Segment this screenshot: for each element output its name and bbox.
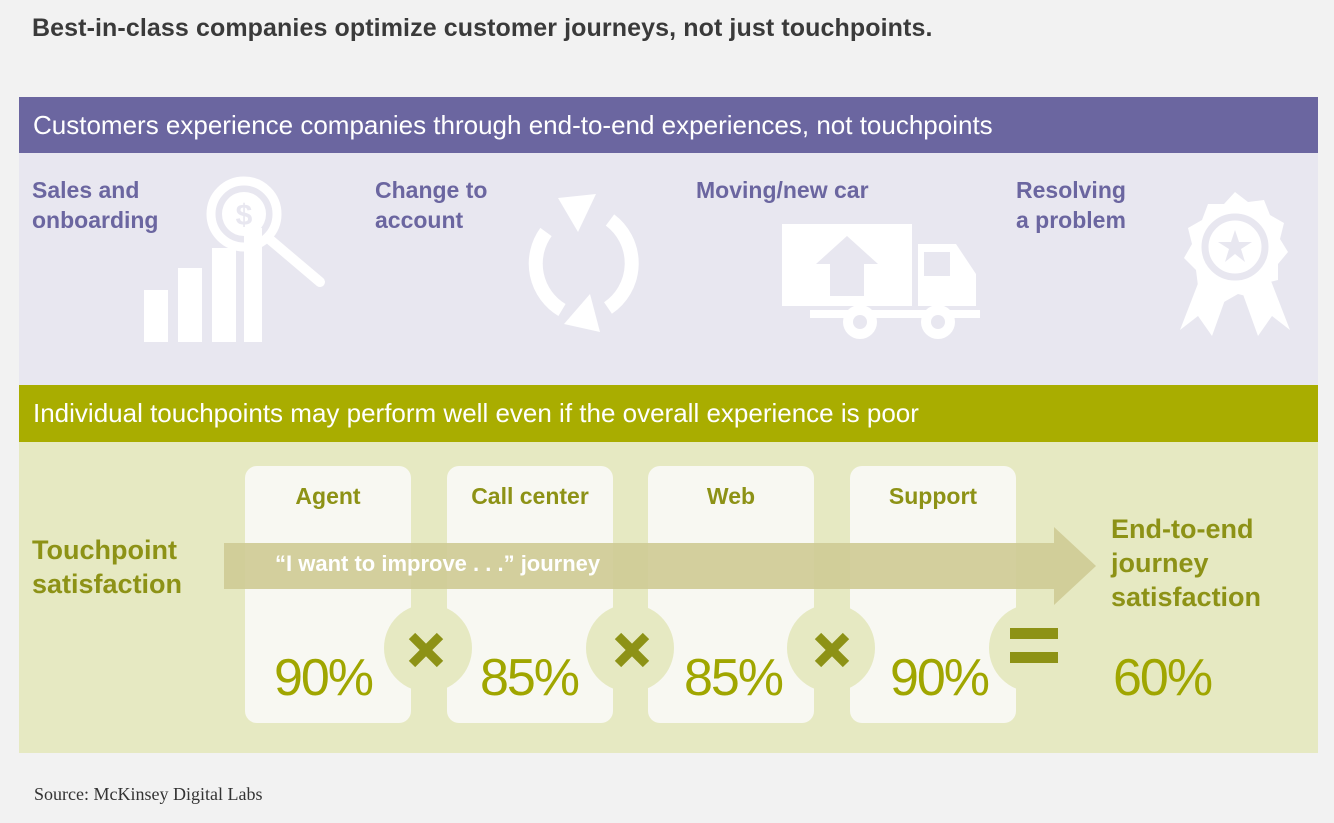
journey-moving-new-car: Moving/new car: [696, 175, 869, 205]
card-value: 85%: [479, 649, 580, 707]
touchpoint-card-support: [850, 466, 1016, 723]
journeys-header: Customers experience companies through e…: [19, 97, 1318, 153]
journey-label-line: account: [375, 207, 464, 233]
touchpoint-card-call-center: [447, 466, 613, 723]
multiply-icon: [408, 632, 444, 668]
journey-label-line: onboarding: [32, 207, 159, 233]
card-title: Call center: [471, 483, 589, 509]
journey-arrow: [224, 527, 1096, 605]
journey-label-line: a problem: [1016, 207, 1126, 233]
card-value: 85%: [683, 649, 784, 707]
page-title: Best-in-class companies optimize custome…: [32, 14, 933, 42]
journey-sales-onboarding: Sales and onboarding: [32, 175, 158, 235]
svg-text:$: $: [236, 199, 253, 232]
sales-chart-magnifier-icon: $: [144, 176, 325, 342]
moving-truck-icon: [782, 224, 980, 339]
multiply-icon: [814, 632, 850, 668]
award-ribbon-icon: [1180, 192, 1290, 336]
journey-arrow-label: “I want to improve . . .” journey: [275, 551, 601, 576]
equals-icon: [1010, 628, 1058, 663]
card-value: 90%: [273, 649, 374, 707]
label-line: journey: [1111, 548, 1209, 578]
end-to-end-satisfaction-value: 60%: [1113, 649, 1213, 707]
equals-circle: [989, 604, 1077, 692]
journey-label-line: Moving/new car: [696, 177, 869, 203]
multiply-icon: [614, 632, 650, 668]
label-line: satisfaction: [32, 569, 183, 599]
journey-label-line: Change to: [375, 177, 488, 203]
card-title: Web: [706, 483, 756, 509]
label-line: End-to-end: [1111, 514, 1254, 544]
label-line: Touchpoint: [32, 535, 177, 565]
card-value: 90%: [889, 649, 990, 707]
label-line: satisfaction: [1111, 582, 1262, 612]
card-title: Agent: [295, 483, 361, 509]
touchpoint-satisfaction-label: Touchpoint satisfaction: [32, 533, 182, 601]
end-to-end-satisfaction-label: End-to-end journey satisfaction: [1111, 512, 1261, 614]
journey-label-line: Resolving: [1016, 177, 1126, 203]
touchpoints-header: Individual touchpoints may perform well …: [19, 385, 1318, 442]
source-note: Source: McKinsey Digital Labs: [34, 784, 263, 804]
card-title: Support: [888, 483, 978, 509]
touchpoint-card-agent: [245, 466, 411, 723]
refresh-cycle-icon: [528, 194, 639, 332]
journey-resolving-problem: Resolving a problem: [1016, 175, 1126, 235]
journey-label-line: Sales and: [32, 177, 140, 203]
journey-change-account: Change to account: [375, 175, 487, 235]
touchpoint-card-web: [648, 466, 814, 723]
